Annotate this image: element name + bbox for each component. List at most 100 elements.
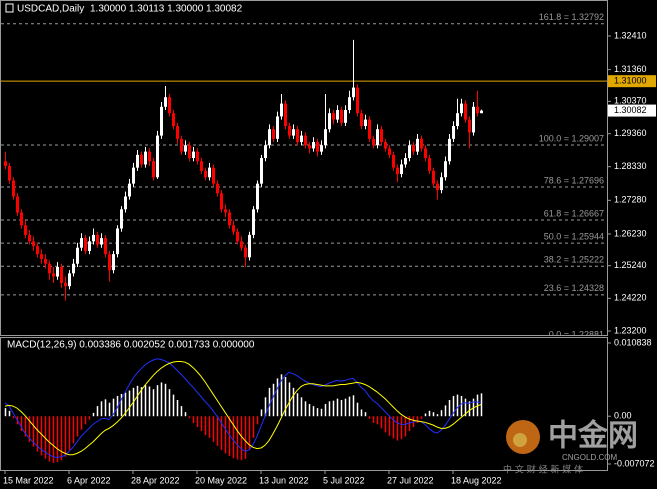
- candle-body: [164, 97, 167, 107]
- fib-label: 161.8 = 1.32792: [539, 12, 604, 22]
- candle-body: [428, 158, 431, 171]
- y-tick-label: 1.27280: [614, 195, 647, 205]
- signal-line: [4, 360, 482, 456]
- candle-body: [264, 145, 267, 159]
- fib-label: 100.0 = 1.29007: [539, 133, 604, 143]
- candle-body: [300, 135, 303, 143]
- candle-body: [384, 142, 387, 149]
- candle-body: [332, 113, 335, 120]
- candle-body: [240, 241, 243, 248]
- candle-body: [372, 138, 375, 146]
- candle-body: [444, 161, 447, 178]
- candle-body: [48, 263, 51, 274]
- candle-body: [400, 164, 403, 175]
- candle-body: [220, 193, 223, 210]
- candle-body: [248, 234, 251, 258]
- candle-body: [76, 247, 79, 264]
- x-tick-label: 20 May 2022: [195, 475, 247, 485]
- candle-body: [292, 129, 295, 136]
- candle-body: [280, 103, 283, 117]
- fib-label: 61.8 = 1.26667: [544, 208, 604, 218]
- candle-body: [472, 106, 475, 133]
- candle-body: [56, 266, 59, 277]
- chart-subtitle: 1.30000 1.30113 1.30000 1.30082: [90, 4, 243, 15]
- candle-body: [464, 103, 467, 120]
- y-tick-label: 1.29360: [614, 128, 647, 138]
- candle-body: [336, 110, 339, 120]
- candle-body: [304, 135, 307, 146]
- candle-body: [44, 258, 47, 264]
- candle-body: [364, 119, 367, 127]
- y-tick-label: 1.25240: [614, 260, 647, 270]
- candle-body: [8, 166, 11, 181]
- x-tick-label: 18 Aug 2022: [451, 475, 502, 485]
- x-tick-label: 27 Jul 2022: [387, 475, 434, 485]
- x-tick-label: 28 Apr 2022: [131, 475, 180, 485]
- candle-body: [236, 231, 239, 242]
- candle-body: [192, 151, 195, 159]
- candle-body: [112, 254, 115, 271]
- candle-body: [324, 129, 327, 146]
- candle-body: [232, 225, 235, 232]
- candle-body: [144, 151, 147, 165]
- hline-tag-label: 1.31000: [614, 76, 647, 86]
- candle-body: [408, 145, 411, 159]
- candle-body: [480, 110, 483, 114]
- candle-body: [24, 225, 27, 235]
- candle-body: [180, 138, 183, 152]
- candle-body: [316, 142, 319, 152]
- x-tick-label: 5 Jul 2022: [323, 475, 365, 485]
- candle-body: [16, 196, 19, 213]
- candle-body: [36, 246, 39, 255]
- candle-body: [276, 116, 279, 139]
- candle-body: [356, 87, 359, 114]
- candle-body: [208, 167, 211, 178]
- fib-label: 38.2 = 1.25222: [544, 255, 604, 265]
- candle-body: [244, 247, 247, 258]
- candle-body: [40, 254, 43, 259]
- candle-body: [136, 154, 139, 168]
- candle-body: [312, 142, 315, 149]
- candle-body: [224, 209, 227, 213]
- candle-body: [376, 129, 379, 146]
- candle-body: [252, 209, 255, 235]
- y-tick-label: 1.30370: [614, 96, 647, 106]
- y-tick-label: 0.010838: [614, 337, 652, 347]
- candle-body: [452, 126, 455, 139]
- candle-body: [176, 126, 179, 139]
- hline-tag: [608, 75, 656, 88]
- candle-body: [52, 273, 55, 277]
- x-tick-label: 15 Mar 2022: [3, 475, 54, 485]
- candle-body: [108, 254, 111, 271]
- candle-body: [352, 87, 355, 98]
- candle-body: [212, 167, 215, 184]
- candle-body: [188, 145, 191, 159]
- candle-body: [380, 129, 383, 143]
- candle-body: [344, 110, 347, 123]
- candle-body: [120, 209, 123, 229]
- candle-body: [80, 238, 83, 248]
- candle-body: [200, 161, 203, 171]
- candle-body: [420, 138, 423, 149]
- price-plot: 161.8 = 1.32792 100.0 = 1.29007 78.6 = 1.2…: [1, 12, 607, 335]
- candle-body: [156, 135, 159, 178]
- candle-body: [68, 273, 71, 287]
- candle-body: [184, 145, 187, 152]
- macd-title: MACD(12,26,9) 0.003386 0.002052 0.001733…: [7, 340, 255, 351]
- candle-body: [392, 154, 395, 168]
- candle-body: [416, 138, 419, 152]
- candle-body: [88, 241, 91, 251]
- candle-body: [256, 183, 259, 210]
- candle-body: [28, 234, 31, 242]
- logo-inner: [513, 433, 527, 447]
- candle-body: [308, 145, 311, 149]
- candle-body: [424, 148, 427, 159]
- candle-body: [160, 106, 163, 136]
- macd-frame: [0, 337, 608, 471]
- candle-body: [396, 167, 399, 175]
- candle-body: [328, 113, 331, 130]
- candle-body: [4, 161, 7, 167]
- candle-body: [476, 106, 479, 114]
